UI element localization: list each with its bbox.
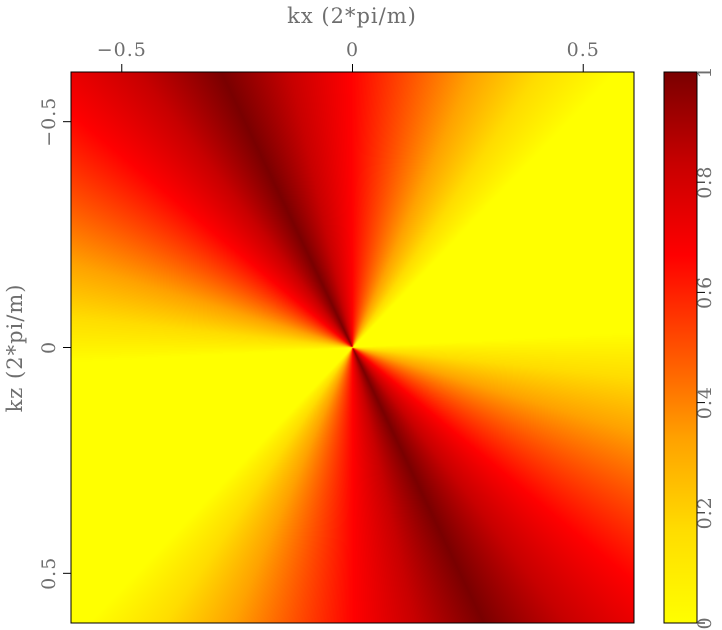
- y-axis-title: kz (2*pi/m): [3, 284, 27, 413]
- colorbar-gradient: [663, 71, 698, 624]
- x-tick-label: 0: [346, 39, 359, 61]
- y-axis: −0.5 0 0.5: [38, 97, 71, 590]
- colorbar-tick-label: 0.6: [694, 276, 716, 309]
- x-tick-label: 0.5: [567, 39, 600, 61]
- colorbar-tick-label: 0.4: [694, 386, 716, 419]
- colorbar-ticks: 0 0.2 0.4 0.6 0.8 1: [694, 65, 716, 629]
- x-tick-label: −0.5: [97, 39, 147, 61]
- colorbar-tick-label: 1: [694, 65, 716, 78]
- y-tick-label: 0: [38, 341, 60, 354]
- y-tick-label: −0.5: [38, 97, 60, 147]
- colorbar-tick-label: 0: [694, 616, 716, 629]
- heatmap-image: [71, 72, 634, 623]
- heatmap-image-container: [71, 72, 634, 623]
- y-tick-label: 0.5: [38, 557, 60, 590]
- colorbar: 0 0.2 0.4 0.6 0.8 1: [663, 65, 716, 630]
- colorbar-tick-label: 0.2: [694, 496, 716, 529]
- x-axis: −0.5 0 0.5: [97, 39, 600, 72]
- x-axis-title: kx (2*pi/m): [287, 4, 417, 28]
- colorbar-tick-label: 0.8: [694, 166, 716, 199]
- plot-area: [70, 71, 635, 624]
